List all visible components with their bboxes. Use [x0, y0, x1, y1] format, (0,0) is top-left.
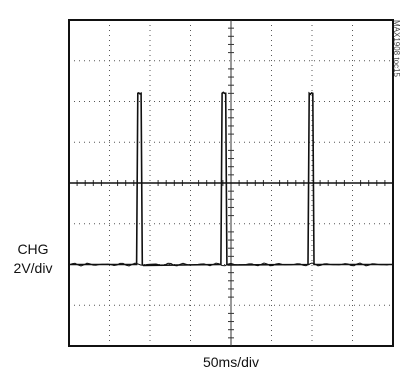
annotation-label: MAX1908 toc15 — [392, 20, 401, 77]
channel-scale-label: 2V/div — [14, 260, 53, 276]
signal-trace-group — [68, 91, 393, 267]
signal-trace — [69, 91, 393, 267]
x-axis-label: 50ms/div — [203, 354, 259, 370]
channel-name-label: CHG — [17, 241, 48, 257]
signal-noise — [68, 262, 391, 267]
